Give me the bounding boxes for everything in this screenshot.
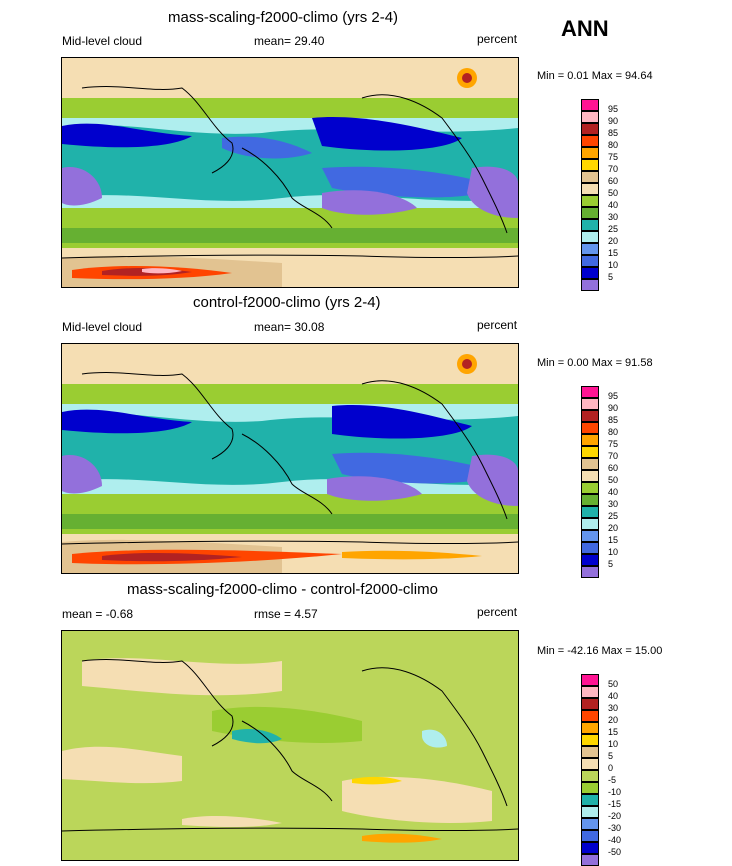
colorbar-tick-label: 20 <box>608 715 619 725</box>
colorbar-tick-label: 15 <box>608 535 619 545</box>
colorbar-tick-label: 70 <box>608 164 619 174</box>
panel1-mean-label: mean= 29.40 <box>254 34 325 48</box>
colorbar-tick-label: -10 <box>608 787 622 797</box>
colorbar-tick-label: 40 <box>608 200 619 210</box>
colorbar-tick-label: 95 <box>608 104 619 114</box>
panel2-units-label: percent <box>477 318 518 332</box>
colorbar-tick-label: 90 <box>608 116 619 126</box>
panel3-rmse-label: rmse = 4.57 <box>254 607 318 621</box>
colorbar-tick-label: 40 <box>608 487 619 497</box>
colorbar-tick-label: 30 <box>608 212 619 222</box>
panel3-minmax-label: Min = -42.16 Max = 15.00 <box>537 645 663 657</box>
colorbar-tick-label: 85 <box>608 128 619 138</box>
colorbar-tick-label: 10 <box>608 260 619 270</box>
colorbar-tick-label: 50 <box>608 188 619 198</box>
panel3-map <box>61 630 519 861</box>
colorbar-tick-label: 5 <box>608 272 614 282</box>
colorbar-tick-label: -50 <box>608 847 622 857</box>
colorbar-tick-label: 50 <box>608 475 619 485</box>
colorbar-tick-label: 25 <box>608 224 619 234</box>
colorbar-tick-label: 85 <box>608 415 619 425</box>
panel1-title: mass-scaling-f2000-climo (yrs 2-4) <box>168 9 399 26</box>
colorbar-tick-label: 75 <box>608 439 619 449</box>
colorbar-tick-label: 60 <box>608 176 619 186</box>
panel2-map <box>61 343 519 574</box>
colorbar-tick-label: 25 <box>608 511 619 521</box>
colorbar-tick-label: 50 <box>608 679 619 689</box>
colorbar-tick-label: 5 <box>608 559 614 569</box>
colorbar-tick-label: 20 <box>608 236 619 246</box>
panel2-colorbar <box>581 386 599 578</box>
colorbar-tick-label: 5 <box>608 751 614 761</box>
colorbar-tick-label: 80 <box>608 140 619 150</box>
panel2-variable-label: Mid-level cloud <box>62 320 143 334</box>
colorbar-tick-label: 40 <box>608 691 619 701</box>
colorbar-tick-label: 0 <box>608 763 614 773</box>
panel3-mean-label: mean = -0.68 <box>62 607 134 621</box>
colorbar-tick-label: -5 <box>608 775 617 785</box>
colorbar-tick-label: 60 <box>608 463 619 473</box>
colorbar-tick-label: 30 <box>608 703 619 713</box>
colorbar-tick-label: 75 <box>608 152 619 162</box>
panel1-minmax-label: Min = 0.01 Max = 94.64 <box>537 70 653 82</box>
colorbar-tick-label: 70 <box>608 451 619 461</box>
colorbar-tick-label: -30 <box>608 823 622 833</box>
colorbar-tick-label: 15 <box>608 727 619 737</box>
colorbar-tick-label: 15 <box>608 248 619 258</box>
colorbar-tick-label: 95 <box>608 391 619 401</box>
season-label: ANN <box>561 16 609 41</box>
panel3-colorbar <box>581 674 599 866</box>
panel3-units-label: percent <box>477 605 518 619</box>
panel2-minmax-label: Min = 0.00 Max = 91.58 <box>537 357 653 369</box>
colorbar-tick-label: 10 <box>608 547 619 557</box>
panel1-colorbar <box>581 99 599 291</box>
colorbar-tick-label: 20 <box>608 523 619 533</box>
panel1-variable-label: Mid-level cloud <box>62 34 143 48</box>
colorbar-tick-label: -15 <box>608 799 622 809</box>
panel3-title: mass-scaling-f2000-climo - control-f2000… <box>127 581 438 598</box>
panel1-map <box>61 57 519 288</box>
colorbar-tick-label: 80 <box>608 427 619 437</box>
colorbar-tick-label: 10 <box>608 739 619 749</box>
colorbar-tick-label: -40 <box>608 835 622 845</box>
colorbar-tick-label: 90 <box>608 403 619 413</box>
colorbar-tick-label: -20 <box>608 811 622 821</box>
panel2-title: control-f2000-climo (yrs 2-4) <box>193 294 381 311</box>
colorbar-tick-label: 30 <box>608 499 619 509</box>
panel2-mean-label: mean= 30.08 <box>254 320 325 334</box>
panel1-units-label: percent <box>477 32 518 46</box>
